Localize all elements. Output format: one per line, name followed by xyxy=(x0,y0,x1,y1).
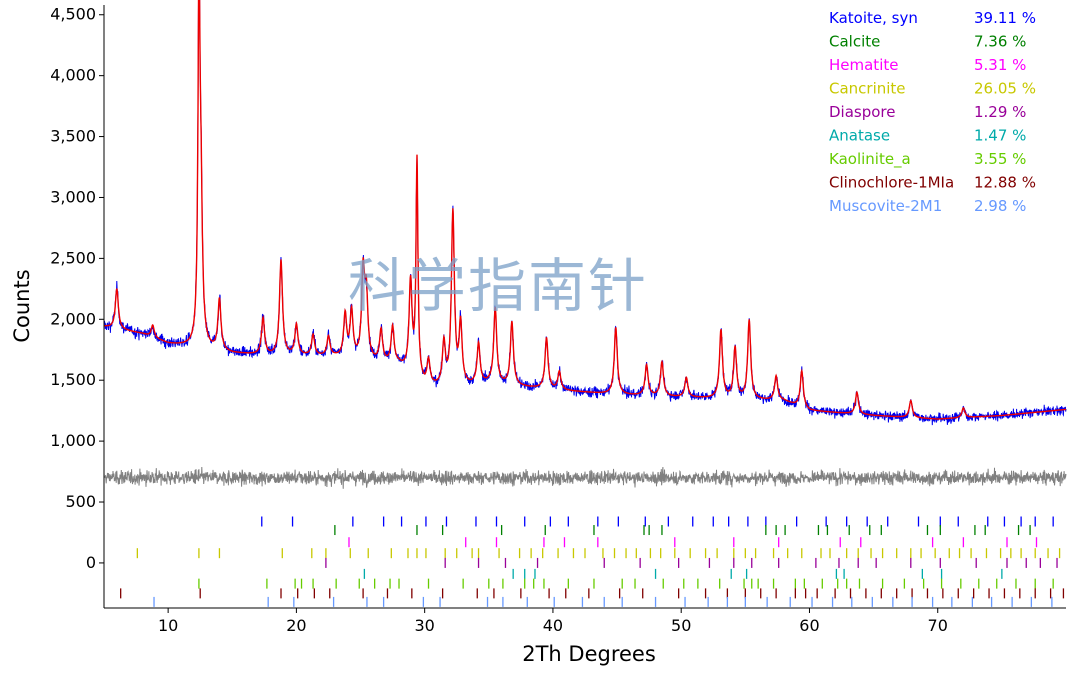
legend-phase-percent: 2.98 % xyxy=(974,197,1026,215)
legend-phase-percent: 12.88 % xyxy=(974,174,1036,192)
y-tick-label: 500 xyxy=(65,492,96,511)
y-tick-label: 1,000 xyxy=(50,431,96,450)
y-axis-label: Counts xyxy=(10,269,34,342)
y-tick-label: 4,500 xyxy=(50,5,96,24)
legend-phase-name: Hematite xyxy=(829,56,898,74)
reflection-markers xyxy=(120,516,1065,607)
plot-background xyxy=(104,5,1066,608)
legend-phase-name: Cancrinite xyxy=(829,80,906,98)
x-tick-label: 40 xyxy=(543,616,563,635)
y-tick-label: 0 xyxy=(86,553,96,572)
x-axis: 10 20 30 40 50 60 70 xyxy=(158,608,948,635)
y-tick-label: 2,500 xyxy=(50,248,96,267)
x-tick-label: 20 xyxy=(286,616,306,635)
x-tick-label: 10 xyxy=(158,616,178,635)
legend-phase-percent: 1.29 % xyxy=(974,103,1026,121)
y-tick-label: 1,500 xyxy=(50,370,96,389)
legend-phase-name: Katoite, syn xyxy=(829,9,918,27)
legend-phase-name: Anatase xyxy=(829,127,890,145)
x-tick-label: 50 xyxy=(671,616,691,635)
x-tick-label: 70 xyxy=(928,616,948,635)
legend-phase-percent: 1.47 % xyxy=(974,127,1026,145)
y-tick-label: 2,000 xyxy=(50,309,96,328)
difference-curve xyxy=(103,466,1067,489)
y-tick-label: 3,000 xyxy=(50,187,96,206)
legend-phase-percent: 7.36 % xyxy=(974,33,1026,51)
calculated-curve xyxy=(103,0,1066,420)
x-tick-label: 60 xyxy=(799,616,819,635)
legend-phase-name: Muscovite-2M1 xyxy=(829,197,942,215)
y-tick-label: 3,500 xyxy=(50,127,96,146)
y-tick-label: 4,000 xyxy=(50,66,96,85)
legend-phase-percent: 5.31 % xyxy=(974,56,1026,74)
legend-phase-name: Diaspore xyxy=(829,103,896,121)
legend-phase-percent: 3.55 % xyxy=(974,150,1026,168)
legend-phase-percent: 26.05 % xyxy=(974,80,1036,98)
legend-phase-name: Calcite xyxy=(829,33,880,51)
legend-phase-name: Kaolinite_a xyxy=(829,150,911,169)
legend-phase-percent: 39.11 % xyxy=(974,9,1036,27)
watermark: 科学指南针 xyxy=(348,252,648,320)
y-axis: 0 500 1,000 1,500 2,000 2,500 3,000 3,500 4,000 4… xyxy=(50,5,104,572)
legend-phase-name: Clinochlore-1MIa xyxy=(829,174,954,192)
x-tick-label: 30 xyxy=(414,616,434,635)
x-axis-label: 2Th Degrees xyxy=(522,642,656,666)
legend: Katoite, syn 39.11 % Calcite 7.36 % Hematite… xyxy=(829,9,1036,215)
